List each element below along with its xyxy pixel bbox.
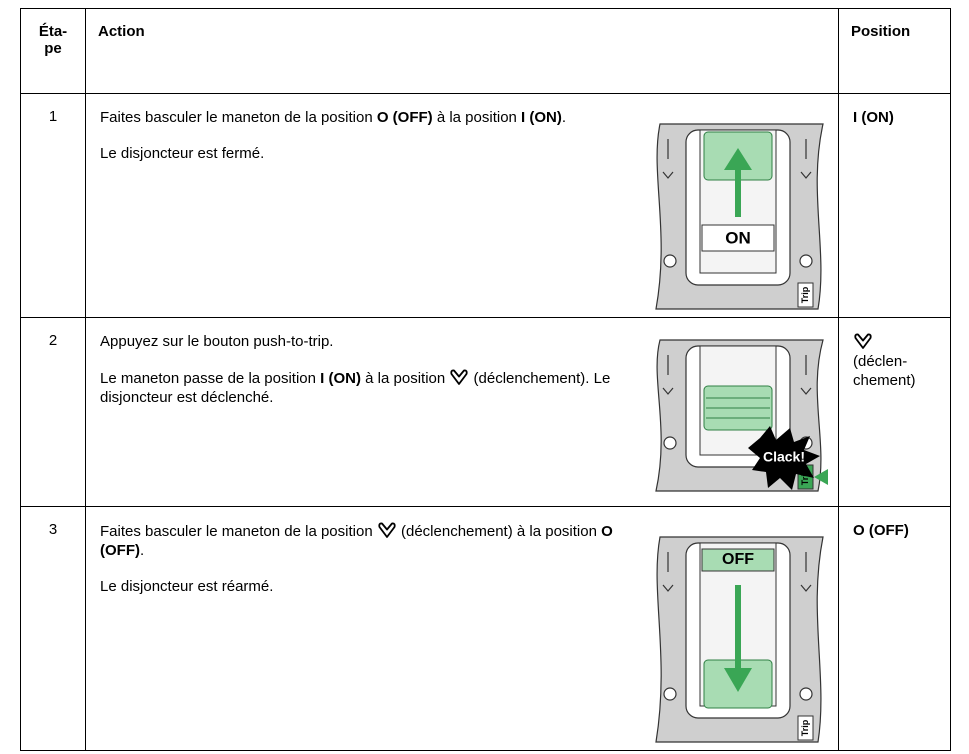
trip-button bbox=[797, 715, 814, 741]
trip-mark bbox=[800, 171, 812, 179]
row: 3 Faites basculer le maneton de la positi… bbox=[20, 506, 951, 751]
state-label: ON bbox=[725, 228, 751, 247]
screw bbox=[663, 687, 677, 701]
arrow-head bbox=[724, 148, 752, 170]
trip-label: Trip bbox=[800, 719, 810, 736]
text: Faites basculer le maneton de la positio… bbox=[100, 523, 377, 540]
step-cell: 3 bbox=[20, 506, 86, 751]
step-number: 2 bbox=[48, 332, 58, 349]
breaker-illustration: Trip Clack! bbox=[655, 339, 828, 492]
breaker-illustration: Trip OFF bbox=[655, 536, 824, 743]
text: (déclen-chement) bbox=[853, 353, 916, 389]
step-cell: 2 bbox=[20, 317, 86, 507]
trip-icon bbox=[378, 522, 396, 538]
bold-text: I (ON) bbox=[521, 109, 562, 126]
bold-text: O (OFF) bbox=[100, 523, 613, 559]
state-label: OFF bbox=[722, 551, 754, 568]
arrow-head bbox=[814, 469, 828, 485]
trip-icon-shape bbox=[854, 333, 872, 349]
header-cell: Position bbox=[838, 8, 951, 94]
text: (déclenchement) à la position bbox=[396, 523, 602, 540]
action-text: Appuyez sur le bouton push-to-trip. Le ma… bbox=[100, 332, 620, 499]
screw bbox=[663, 436, 677, 450]
bold-text: I (ON) bbox=[320, 370, 361, 387]
step-cell: 1 bbox=[20, 93, 86, 318]
paragraph: Faites basculer le maneton de la positio… bbox=[100, 108, 620, 127]
trip-mark bbox=[662, 584, 674, 592]
action-cell: Faites basculer le maneton de la positio… bbox=[85, 506, 839, 751]
header-cell: Action bbox=[85, 8, 839, 94]
text: Appuyez sur le bouton push-to-trip. bbox=[100, 333, 334, 350]
bold-text: O (OFF) bbox=[853, 522, 909, 539]
action-cell: Appuyez sur le bouton push-to-trip. Le ma… bbox=[85, 317, 839, 507]
bold-text: O (OFF) bbox=[376, 109, 433, 126]
step-number: 3 bbox=[48, 521, 58, 538]
trip-icon-shape bbox=[378, 522, 396, 538]
action: Faites basculer le maneton de la positio… bbox=[86, 507, 838, 750]
procedure-table: Éta-pe Action Position 1 Faites basculer … bbox=[20, 8, 951, 751]
paragraph: Le disjoncteur est fermé. bbox=[100, 144, 620, 163]
action-text: Faites basculer le maneton de la positio… bbox=[100, 108, 620, 317]
clack-burst bbox=[748, 426, 820, 490]
position-cell: O (OFF) bbox=[838, 506, 951, 751]
position: O (OFF) bbox=[839, 507, 933, 540]
paragraph: Faites basculer le maneton de la positio… bbox=[100, 521, 620, 560]
trip-mark bbox=[800, 584, 812, 592]
arrow-head bbox=[724, 668, 752, 692]
position-cell: (déclen-chement) bbox=[838, 317, 951, 507]
row: 2 Appuyez sur le bouton push-to-trip. Le m… bbox=[20, 317, 951, 507]
trip-label: Trip bbox=[800, 286, 810, 303]
text: (déclenchement). Le disjoncteur est décl… bbox=[100, 370, 611, 406]
text: Le disjoncteur est réarmé. bbox=[100, 578, 274, 595]
text: Le disjoncteur est fermé. bbox=[100, 145, 265, 162]
text: Le maneton passe de la position bbox=[100, 370, 321, 387]
bold-text: I (ON) bbox=[853, 109, 894, 126]
screw bbox=[663, 254, 677, 268]
text: . bbox=[561, 109, 567, 126]
text: à la position bbox=[360, 370, 450, 387]
state-plate bbox=[701, 224, 775, 252]
paragraph: Appuyez sur le bouton push-to-trip. bbox=[100, 332, 620, 351]
trip-mark bbox=[800, 387, 812, 395]
paragraph: Le disjoncteur est réarmé. bbox=[100, 577, 620, 596]
row: 1 Faites basculer le maneton de la positi… bbox=[20, 93, 951, 318]
state-plate bbox=[701, 548, 775, 572]
breaker-illustration: Trip ON bbox=[655, 123, 824, 310]
trip-label: Trip bbox=[800, 468, 810, 485]
trip-mark bbox=[662, 387, 674, 395]
trip-button bbox=[797, 282, 814, 308]
action: Faites basculer le maneton de la positio… bbox=[86, 94, 838, 317]
step-number: 1 bbox=[48, 108, 58, 125]
text: à la position bbox=[432, 109, 522, 126]
paragraph: Le maneton passe de la position I (ON) à… bbox=[100, 368, 620, 407]
action-text: Faites basculer le maneton de la positio… bbox=[100, 521, 620, 750]
screw bbox=[799, 254, 813, 268]
text: . bbox=[139, 542, 145, 559]
position-cell: I (ON) bbox=[838, 93, 951, 318]
position: (déclen-chement) bbox=[839, 318, 933, 390]
clack-label: Clack! bbox=[763, 449, 805, 465]
action: Appuyez sur le bouton push-to-trip. Le ma… bbox=[86, 318, 838, 499]
position: I (ON) bbox=[839, 94, 933, 127]
action-cell: Faites basculer le maneton de la positio… bbox=[85, 93, 839, 318]
trip-mark bbox=[662, 171, 674, 179]
screw bbox=[799, 687, 813, 701]
trip-icon bbox=[450, 369, 468, 385]
text: Faites basculer le maneton de la positio… bbox=[100, 109, 377, 126]
header-cell: Éta-pe bbox=[20, 8, 86, 94]
trip-icon bbox=[854, 333, 872, 349]
header-text: Éta-pe bbox=[38, 23, 68, 57]
trip-icon-shape bbox=[450, 369, 468, 385]
